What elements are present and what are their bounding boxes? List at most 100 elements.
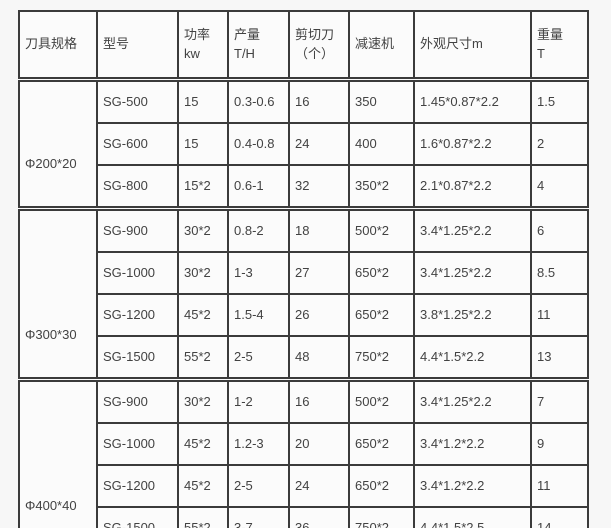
model-cell: SG-1500 [96, 335, 179, 381]
table-row: SG-1200 45*2 1.5-4 26 650*2 3.8*1.25*2.2… [19, 293, 589, 337]
output-cell: 2-5 [227, 464, 290, 508]
power-cell: 45*2 [177, 422, 229, 466]
reducer-cell: 400 [348, 122, 415, 166]
table-row: SG-1200 45*2 2-5 24 650*2 3.4*1.2*2.2 11 [19, 464, 589, 508]
output-cell: 1-2 [227, 377, 290, 424]
header-blades: 剪切刀 （个） [288, 10, 350, 81]
header-output: 产量 T/H [227, 10, 290, 81]
model-cell: SG-1500 [96, 506, 179, 528]
model-cell: SG-1000 [96, 422, 179, 466]
header-row: 刀具规格 型号 功率 kw 产量 T/H 剪切刀 （个） 减速机 外观尺寸m 重… [18, 10, 589, 81]
blades-cell: 20 [288, 422, 350, 466]
blades-cell: 16 [288, 377, 350, 424]
model-cell: SG-1000 [96, 251, 179, 295]
weight-cell: 8.5 [530, 251, 589, 295]
dimensions-cell: 2.1*0.87*2.2 [413, 164, 532, 210]
spec-group-200x20: Φ200*20 SG-500 15 0.3-0.6 16 350 1.45*0.… [18, 77, 589, 210]
weight-cell: 7 [530, 377, 589, 424]
blades-cell: 24 [288, 122, 350, 166]
model-cell: SG-1200 [96, 293, 179, 337]
table-row: SG-1500 55*2 2-5 48 750*2 4.4*1.5*2.2 13 [19, 335, 589, 381]
weight-cell: 4 [530, 164, 589, 210]
blades-cell: 32 [288, 164, 350, 210]
weight-cell: 6 [530, 206, 589, 253]
model-cell: SG-800 [96, 164, 179, 210]
spec-cell: Φ300*30 [18, 206, 98, 381]
output-cell: 1.5-4 [227, 293, 290, 337]
power-cell: 45*2 [177, 293, 229, 337]
reducer-cell: 750*2 [348, 506, 415, 528]
header-model: 型号 [96, 10, 179, 81]
weight-cell: 2 [530, 122, 589, 166]
power-cell: 45*2 [177, 464, 229, 508]
power-cell: 30*2 [177, 251, 229, 295]
dimensions-cell: 3.4*1.25*2.2 [413, 377, 532, 424]
output-cell: 0.8-2 [227, 206, 290, 253]
output-cell: 1.2-3 [227, 422, 290, 466]
reducer-cell: 350 [348, 77, 415, 124]
table-row: SG-1500 55*2 3-7 36 750*2 4.4*1.5*2.5 14 [19, 506, 589, 528]
weight-cell: 9 [530, 422, 589, 466]
output-cell: 0.4-0.8 [227, 122, 290, 166]
table-header: 刀具规格 型号 功率 kw 产量 T/H 剪切刀 （个） 减速机 外观尺寸m 重… [18, 10, 589, 81]
dimensions-cell: 1.45*0.87*2.2 [413, 77, 532, 124]
output-cell: 0.6-1 [227, 164, 290, 210]
output-cell: 2-5 [227, 335, 290, 381]
power-cell: 30*2 [177, 206, 229, 253]
dimensions-cell: 3.4*1.25*2.2 [413, 251, 532, 295]
weight-cell: 11 [530, 464, 589, 508]
reducer-cell: 650*2 [348, 293, 415, 337]
dimensions-cell: 3.8*1.25*2.2 [413, 293, 532, 337]
model-cell: SG-900 [96, 377, 179, 424]
table-row: SG-1000 30*2 1-3 27 650*2 3.4*1.25*2.2 8… [19, 251, 589, 295]
dimensions-cell: 1.6*0.87*2.2 [413, 122, 532, 166]
table-row: Φ200*20 SG-500 15 0.3-0.6 16 350 1.45*0.… [18, 77, 589, 210]
dimensions-cell: 3.4*1.2*2.2 [413, 422, 532, 466]
model-cell: SG-1200 [96, 464, 179, 508]
reducer-cell: 500*2 [348, 377, 415, 424]
spec-group-400x40: Φ400*40 SG-900 30*2 1-2 16 500*2 3.4*1.2… [18, 377, 589, 528]
model-cell: SG-900 [96, 206, 179, 253]
dimensions-cell: 3.4*1.2*2.2 [413, 464, 532, 508]
power-cell: 55*2 [177, 335, 229, 381]
reducer-cell: 650*2 [348, 251, 415, 295]
blades-cell: 24 [288, 464, 350, 508]
reducer-cell: 650*2 [348, 464, 415, 508]
machine-spec-table: 刀具规格 型号 功率 kw 产量 T/H 剪切刀 （个） 减速机 外观尺寸m 重… [18, 10, 589, 528]
reducer-cell: 350*2 [348, 164, 415, 210]
table-row: Φ400*40 SG-900 30*2 1-2 16 500*2 3.4*1.2… [18, 377, 589, 528]
dimensions-cell: 3.4*1.25*2.2 [413, 206, 532, 253]
header-reducer: 减速机 [348, 10, 415, 81]
weight-cell: 1.5 [530, 77, 589, 124]
reducer-cell: 750*2 [348, 335, 415, 381]
spec-cell: Φ400*40 [18, 377, 98, 528]
reducer-cell: 650*2 [348, 422, 415, 466]
header-weight: 重量 T [530, 10, 589, 81]
table-row: SG-600 15 0.4-0.8 24 400 1.6*0.87*2.2 2 [19, 122, 589, 166]
reducer-cell: 500*2 [348, 206, 415, 253]
header-dimensions: 外观尺寸m [413, 10, 532, 81]
power-cell: 15 [177, 77, 229, 124]
weight-cell: 13 [530, 335, 589, 381]
power-cell: 30*2 [177, 377, 229, 424]
blades-cell: 36 [288, 506, 350, 528]
spec-group-300x30: Φ300*30 SG-900 30*2 0.8-2 18 500*2 3.4*1… [18, 206, 589, 381]
weight-cell: 11 [530, 293, 589, 337]
model-cell: SG-600 [96, 122, 179, 166]
blades-cell: 26 [288, 293, 350, 337]
weight-cell: 14 [530, 506, 589, 528]
power-cell: 15 [177, 122, 229, 166]
table-row: SG-1000 45*2 1.2-3 20 650*2 3.4*1.2*2.2 … [19, 422, 589, 466]
table-row: Φ300*30 SG-900 30*2 0.8-2 18 500*2 3.4*1… [18, 206, 589, 381]
output-cell: 0.3-0.6 [227, 77, 290, 124]
blades-cell: 27 [288, 251, 350, 295]
output-cell: 3-7 [227, 506, 290, 528]
header-tool-spec: 刀具规格 [18, 10, 98, 81]
power-cell: 15*2 [177, 164, 229, 210]
dimensions-cell: 4.4*1.5*2.5 [413, 506, 532, 528]
table-row: SG-800 15*2 0.6-1 32 350*2 2.1*0.87*2.2 … [19, 164, 589, 210]
blades-cell: 16 [288, 77, 350, 124]
blades-cell: 18 [288, 206, 350, 253]
header-power: 功率 kw [177, 10, 229, 81]
model-cell: SG-500 [96, 77, 179, 124]
